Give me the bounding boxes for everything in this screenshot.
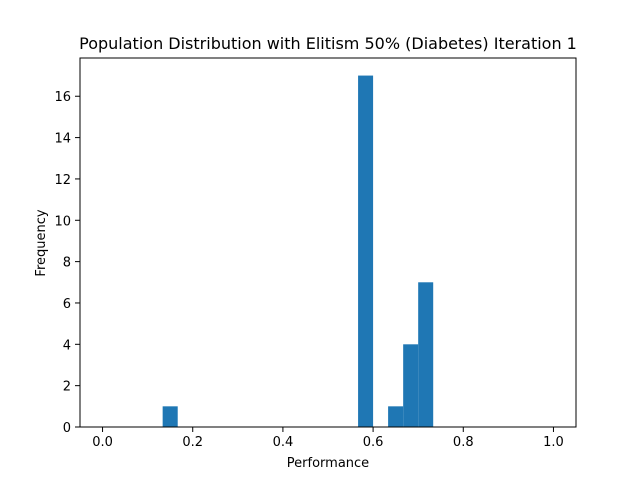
bars-group (162, 75, 434, 428)
x-tick-label: 0.8 (453, 435, 474, 450)
histogram-bar-2 (388, 406, 404, 427)
x-tick-label: 0.6 (363, 435, 384, 450)
y-axis-label: Frequency (34, 209, 49, 276)
x-axis-label: Performance (287, 456, 369, 471)
y-tick-label: 6 (63, 297, 71, 312)
y-tick-label: 14 (54, 132, 71, 147)
y-tick-label: 0 (63, 421, 71, 436)
x-tick-label: 0.2 (182, 435, 203, 450)
y-tick-label: 2 (63, 380, 71, 395)
plot-frame (79, 57, 577, 428)
histogram-bar-4 (418, 282, 434, 427)
y-tick-label: 10 (54, 214, 71, 229)
y-axis-ticks: 0 2 4 6 8 10 12 14 16 (54, 90, 80, 436)
x-tick-label: 1.0 (543, 435, 564, 450)
y-tick-label: 8 (63, 256, 71, 271)
chart-title: Population Distribution with Elitism 50%… (79, 34, 577, 53)
y-tick-label: 16 (54, 90, 71, 105)
histogram-bar-3 (403, 344, 419, 427)
x-tick-label: 0.4 (273, 435, 294, 450)
y-tick-label: 4 (63, 338, 71, 353)
histogram-bar-1 (358, 75, 374, 428)
histogram-bar-0 (162, 406, 178, 427)
x-tick-label: 0.0 (92, 435, 113, 450)
x-axis-ticks: 0.0 0.2 0.4 0.6 0.8 1.0 (92, 427, 564, 450)
y-tick-label: 12 (54, 173, 71, 188)
